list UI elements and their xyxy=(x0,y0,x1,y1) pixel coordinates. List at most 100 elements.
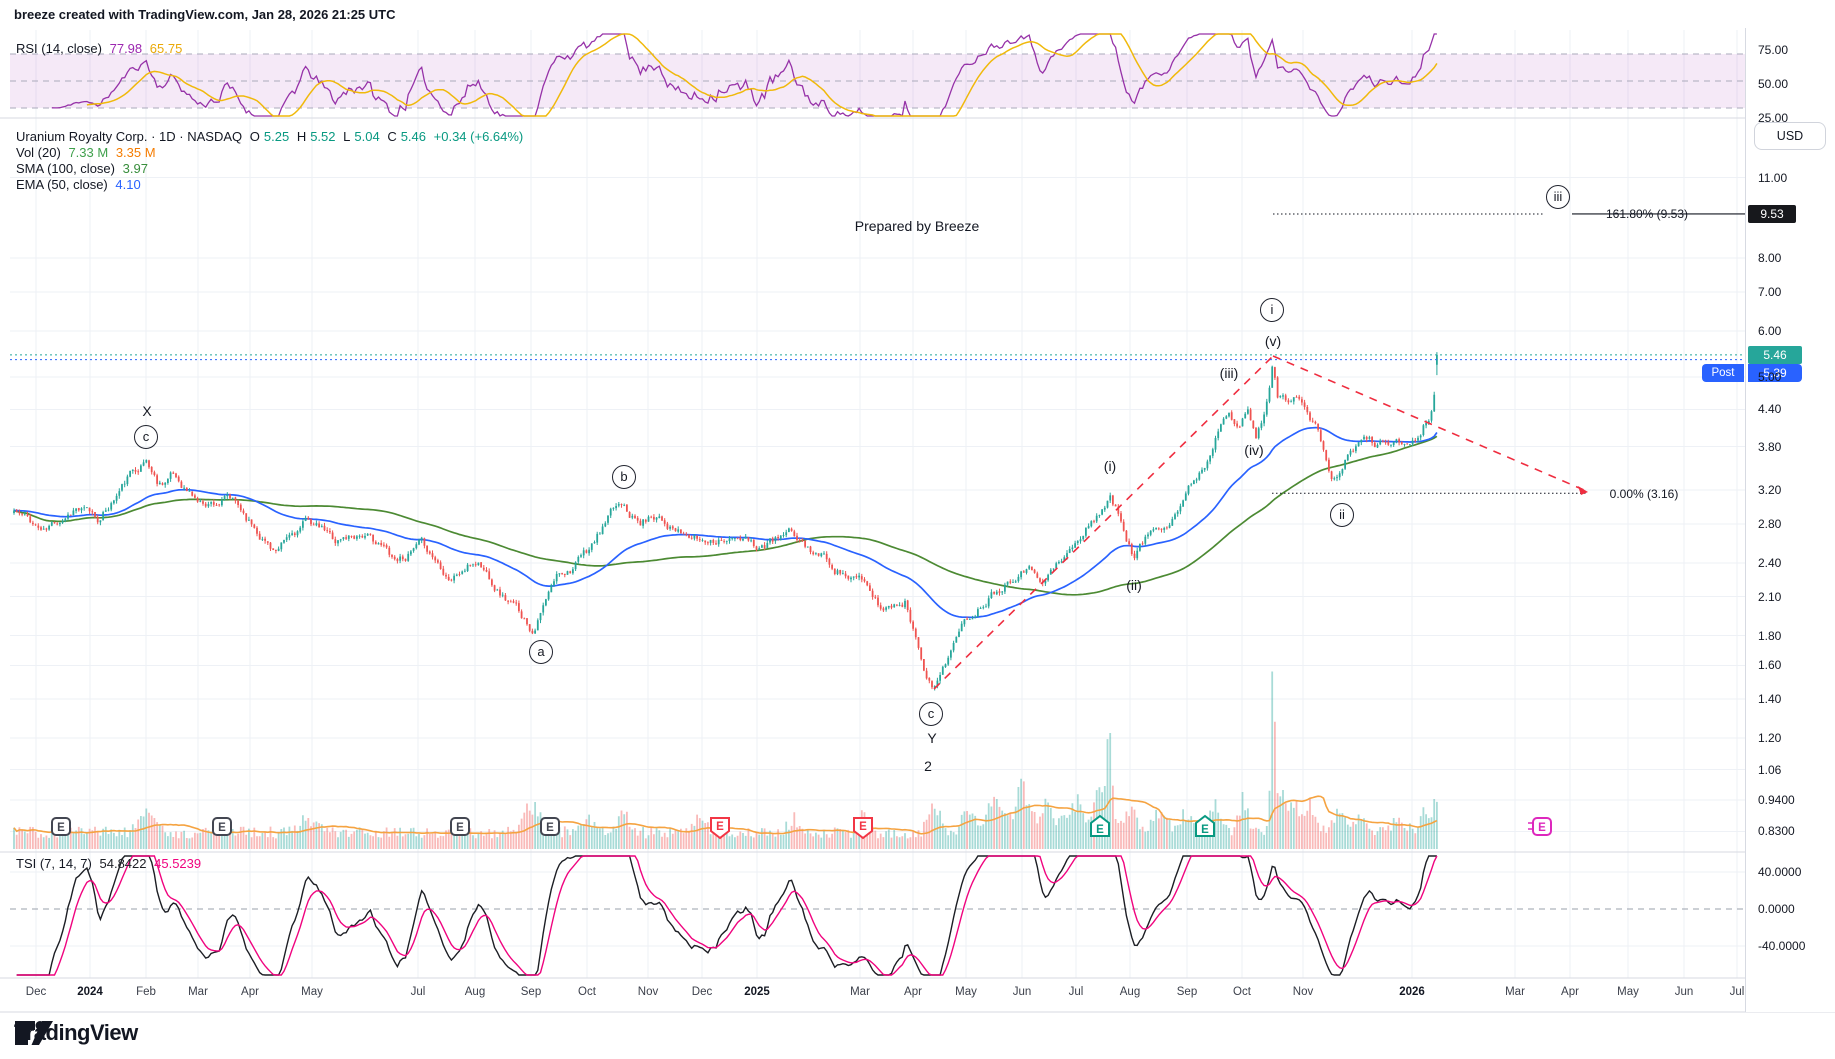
wave-label-c[interactable]: c xyxy=(919,702,943,726)
price-axis-label: 1.06 xyxy=(1758,762,1782,777)
earnings-marker-past[interactable]: E xyxy=(540,817,560,836)
time-axis-month-label: Nov xyxy=(637,986,659,998)
tsi-line xyxy=(16,855,1437,976)
rsi-axis-label: 25.00 xyxy=(1758,110,1789,125)
earnings-marker-miss[interactable]: E xyxy=(853,817,873,840)
earnings-marker-past[interactable]: E xyxy=(212,817,232,836)
time-axis-month-label: Apr xyxy=(241,986,259,998)
rsi-ma-line xyxy=(86,33,1438,117)
time-axis-month-label: May xyxy=(301,986,323,998)
volume-ma-value: 3.35 M xyxy=(115,145,156,160)
time-axis-month-label: Apr xyxy=(1561,986,1579,998)
earnings-marker-upcoming[interactable]: E xyxy=(1528,817,1552,836)
tsi-legend-name: TSI (7, 14, 7) xyxy=(16,856,92,871)
price-axis-label: 4.40 xyxy=(1758,402,1782,417)
currency-button[interactable]: USD xyxy=(1754,122,1826,150)
tsi-axis-label: 0.0000 xyxy=(1758,902,1795,916)
wave-label-iii[interactable]: (iii) xyxy=(1219,365,1239,381)
time-axis-month-label: Jul xyxy=(1068,986,1084,998)
change-value: +0.34 (+6.64%) xyxy=(433,129,524,144)
low-value: 5.04 xyxy=(354,129,380,144)
wave-label-ii[interactable]: (ii) xyxy=(1126,577,1142,593)
wave-label-X[interactable]: X xyxy=(142,403,152,419)
trend-line-down[interactable] xyxy=(1272,355,1585,491)
high-label: H xyxy=(296,129,307,144)
ema-legend[interactable]: EMA (50, close) 4.10 xyxy=(16,177,145,192)
svg-text:E: E xyxy=(546,822,554,834)
tsi-signal-line xyxy=(16,855,1438,976)
tradingview-logo[interactable]: TradingView xyxy=(14,1020,138,1046)
wave-label-ii[interactable]: ii xyxy=(1330,503,1354,527)
price-axis-label: 1.20 xyxy=(1758,731,1782,746)
rsi-legend[interactable]: RSI (14, close) 77.98 65.75 xyxy=(16,41,186,56)
price-axis-label: 0.8300 xyxy=(1758,824,1795,839)
volume-legend-name: Vol (20) xyxy=(16,145,61,160)
price-axis-label: 2.80 xyxy=(1758,516,1782,531)
time-axis-month-label: Feb xyxy=(136,986,156,998)
time-axis-month-label: Sep xyxy=(1176,986,1198,998)
time-axis-month-label: Dec xyxy=(25,986,47,998)
price-axis[interactable]: USD 9.53 5.46 5.39 75.00 50.00 25.00 11.00 8… xyxy=(1745,28,1835,1012)
tsi-signal-value: 45.5239 xyxy=(154,856,202,871)
wave-label-b[interactable]: b xyxy=(612,465,636,489)
earnings-marker-beat[interactable]: E xyxy=(1090,814,1110,837)
svg-text:E: E xyxy=(456,822,464,834)
earnings-marker-past[interactable]: E xyxy=(51,817,71,836)
tradingview-logo-icon xyxy=(15,1021,53,1045)
wave-label-i[interactable]: i xyxy=(1260,298,1284,322)
time-axis-month-label: Mar xyxy=(850,986,870,998)
earnings-marker-beat[interactable]: E xyxy=(1195,814,1215,837)
rsi-line xyxy=(51,33,1437,117)
tsi-value: 54.8422 xyxy=(99,856,147,871)
candle-wicks-down xyxy=(16,366,1416,690)
svg-text:E: E xyxy=(218,822,226,834)
trend-arrowhead xyxy=(1578,486,1588,495)
sma-legend[interactable]: SMA (100, close) 3.97 xyxy=(16,161,152,176)
open-label: O xyxy=(249,129,260,144)
rsi-axis-label: 50.00 xyxy=(1758,77,1789,91)
tsi-pane[interactable] xyxy=(16,855,1438,976)
time-axis[interactable]: Dec 2024 Feb Mar Apr May Jul Aug Sep Oct Nov Dec 202… xyxy=(0,986,1835,1012)
fib-0-label[interactable]: 0.00% (3.16) xyxy=(1609,487,1679,501)
close-label: C xyxy=(387,129,397,144)
last-price-badge: 5.46 xyxy=(1748,346,1802,364)
earnings-marker-miss[interactable]: E xyxy=(710,817,730,840)
wave-label-Y[interactable]: Y xyxy=(927,730,937,746)
fib-161-label[interactable]: 161.80% (9.53) xyxy=(1605,207,1689,221)
price-axis-label: 1.80 xyxy=(1758,628,1782,643)
earnings-marker-past[interactable]: E xyxy=(450,817,470,836)
ema-50-line[interactable] xyxy=(13,426,1438,619)
wave-label-c[interactable]: c xyxy=(134,425,158,449)
watermark-text: Prepared by Breeze xyxy=(854,218,980,234)
wave-label-i[interactable]: (i) xyxy=(1103,458,1117,474)
wave-label-iii[interactable]: iii xyxy=(1546,185,1570,209)
tsi-legend[interactable]: TSI (7, 14, 7) 54.8422 45.5239 xyxy=(16,856,205,871)
rsi-pane[interactable] xyxy=(51,33,1438,117)
sma-legend-name: SMA (100, close) xyxy=(16,161,115,176)
main-price-pane[interactable] xyxy=(13,352,1438,849)
svg-text:E: E xyxy=(1538,822,1546,834)
wave-label-2[interactable]: 2 xyxy=(924,758,932,774)
wave-label-v[interactable]: (v) xyxy=(1264,333,1282,349)
svg-text:E: E xyxy=(1201,824,1209,836)
price-axis-label: 7.00 xyxy=(1758,284,1782,299)
time-axis-month-label: Jul xyxy=(410,986,426,998)
time-axis-year-label: 2026 xyxy=(1399,986,1425,998)
time-axis-month-label: Sep xyxy=(520,986,542,998)
rsi-legend-name: RSI (14, close) xyxy=(16,41,102,56)
wave-label-iv[interactable]: (iv) xyxy=(1244,442,1264,458)
symbol-legend[interactable]: Uranium Royalty Corp. · 1D · NASDAQ O 5.2… xyxy=(16,129,527,144)
price-axis-label: 8.00 xyxy=(1758,251,1782,266)
sma-100-line[interactable] xyxy=(13,435,1438,596)
trend-line-up[interactable] xyxy=(933,355,1274,690)
high-value: 5.52 xyxy=(310,129,336,144)
volume-legend[interactable]: Vol (20) 7.33 M 3.35 M xyxy=(16,145,160,160)
wave-label-a[interactable]: a xyxy=(529,640,553,664)
price-axis-label: 2.40 xyxy=(1758,555,1782,570)
price-axis-label: 5.00 xyxy=(1758,370,1782,385)
time-axis-month-label: Mar xyxy=(188,986,208,998)
rsi-value: 77.98 xyxy=(109,41,143,56)
